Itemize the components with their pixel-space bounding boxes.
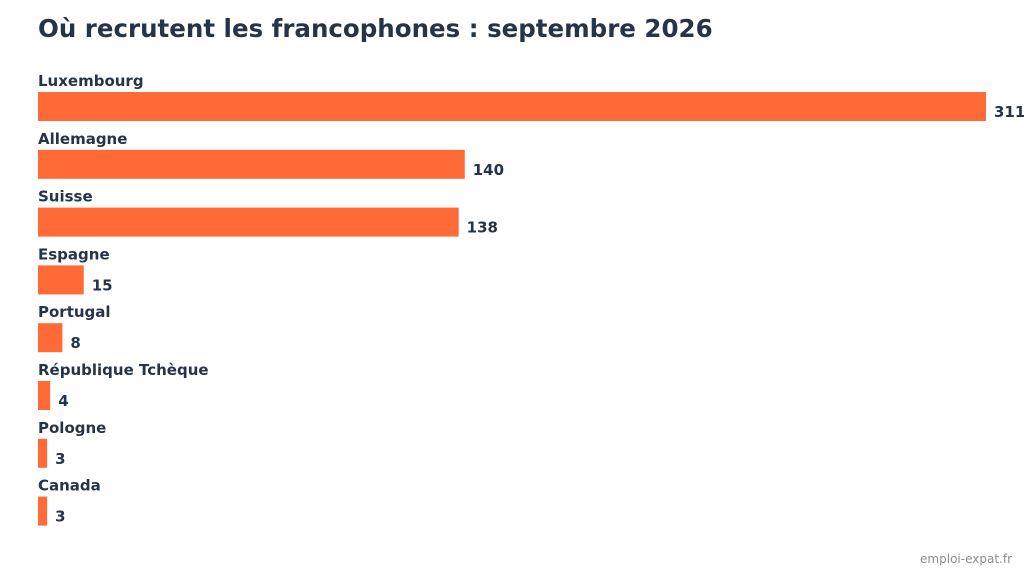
category-label: Espagne: [38, 245, 110, 263]
category-label: Luxembourg: [38, 72, 144, 90]
bar: [38, 381, 51, 410]
bar: [38, 92, 986, 121]
bar: [38, 496, 48, 526]
category-label: République Tchèque: [38, 361, 209, 379]
source-label: emploi-expat.fr: [920, 552, 1012, 566]
bar: [38, 323, 63, 353]
value-label: 138: [467, 219, 498, 237]
category-label: Pologne: [38, 419, 106, 437]
bar: [38, 438, 48, 468]
bar: [38, 207, 459, 237]
category-label: Portugal: [38, 303, 111, 321]
value-label: 4: [58, 392, 68, 410]
value-label: 140: [473, 161, 504, 179]
chart-title: Où recrutent les francophones : septembr…: [38, 14, 713, 43]
bar: [38, 265, 84, 295]
value-label: 8: [70, 334, 80, 352]
bar: [38, 149, 465, 179]
value-label: 3: [55, 508, 65, 526]
category-label: Allemagne: [38, 130, 127, 148]
category-label: Suisse: [38, 188, 93, 206]
value-label: 3: [55, 450, 65, 468]
value-label: 15: [92, 276, 113, 294]
category-label: Canada: [38, 477, 101, 495]
value-label: 311: [994, 103, 1024, 121]
